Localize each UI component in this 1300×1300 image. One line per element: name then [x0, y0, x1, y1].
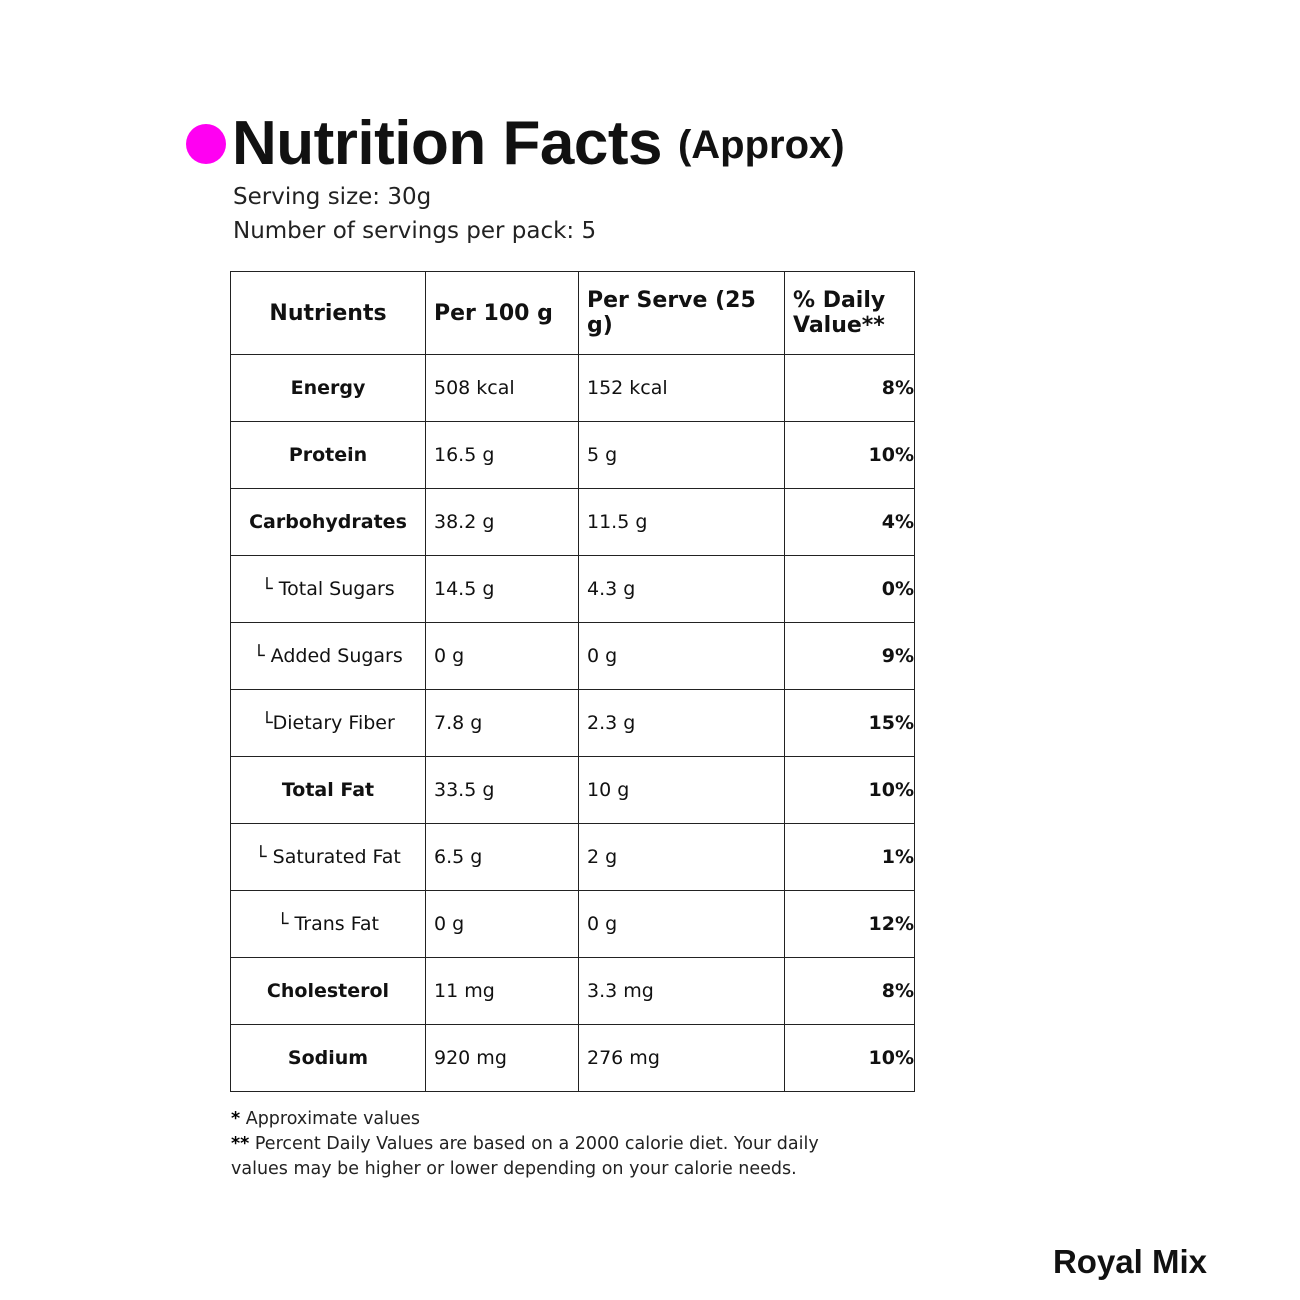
table-row: Cholesterol 11 mg 3.3 mg 8%	[230, 957, 915, 1025]
nutrient-name: Protein	[230, 421, 426, 489]
table-row: Energy 508 kcal 152 kcal 8%	[230, 354, 915, 422]
nutrient-name: └Dietary Fiber	[230, 689, 426, 757]
footnote-approx: * Approximate values	[231, 1109, 420, 1129]
table-header-row: Nutrients Per 100 g Per Serve (25 g) % D…	[230, 271, 915, 355]
header-per-100g: Per 100 g	[425, 271, 579, 355]
daily-value: 8%	[784, 354, 915, 422]
per-serve-value: 0 g	[578, 890, 785, 958]
per-serve-value: 0 g	[578, 622, 785, 690]
per-100g-value: 33.5 g	[425, 756, 579, 824]
accent-dot-icon	[186, 123, 226, 164]
nutrient-name: Sodium	[230, 1024, 426, 1092]
daily-value: 9%	[784, 622, 915, 690]
per-100g-value: 38.2 g	[425, 488, 579, 556]
brand-name: Royal Mix	[1052, 1243, 1207, 1280]
daily-value: 12%	[784, 890, 915, 958]
daily-value: 10%	[784, 1024, 915, 1092]
header-per-serve: Per Serve (25 g)	[578, 271, 785, 355]
serving-info: Serving size: 30g Number of servings per…	[233, 180, 596, 248]
nutrient-name: └ Trans Fat	[230, 890, 426, 958]
table-row: Sodium 920 mg 276 mg 10%	[230, 1024, 915, 1092]
per-serve-value: 2 g	[578, 823, 785, 891]
per-serve-value: 10 g	[578, 756, 785, 824]
nutrition-table: Nutrients Per 100 g Per Serve (25 g) % D…	[230, 271, 915, 1092]
header-daily-value: % Daily Value**	[784, 271, 915, 355]
per-serve-value: 3.3 mg	[578, 957, 785, 1025]
nutrient-name: Total Fat	[230, 756, 426, 824]
nutrient-name: └ Saturated Fat	[230, 823, 426, 891]
per-serve-value: 2.3 g	[578, 689, 785, 757]
daily-value: 10%	[784, 421, 915, 489]
nutrient-name: Cholesterol	[230, 957, 426, 1025]
daily-value: 8%	[784, 957, 915, 1025]
nutrient-name: Carbohydrates	[230, 488, 426, 556]
per-serve-value: 5 g	[578, 421, 785, 489]
footnote-daily-value: ** Percent Daily Values are based on a 2…	[231, 1134, 819, 1179]
daily-value: 1%	[784, 823, 915, 891]
table-row: └ Total Sugars 14.5 g 4.3 g 0%	[230, 555, 915, 623]
table-row: └Dietary Fiber 7.8 g 2.3 g 15%	[230, 689, 915, 757]
per-100g-value: 508 kcal	[425, 354, 579, 422]
daily-value: 4%	[784, 488, 915, 556]
table-row: Total Fat 33.5 g 10 g 10%	[230, 756, 915, 824]
footnotes: * Approximate values ** Percent Daily Va…	[231, 1107, 871, 1182]
nutrient-name: Energy	[230, 354, 426, 422]
table-row: Carbohydrates 38.2 g 11.5 g 4%	[230, 488, 915, 556]
nutrient-name: └ Added Sugars	[230, 622, 426, 690]
per-100g-value: 0 g	[425, 622, 579, 690]
per-serve-value: 276 mg	[578, 1024, 785, 1092]
per-100g-value: 16.5 g	[425, 421, 579, 489]
per-serve-value: 4.3 g	[578, 555, 785, 623]
servings-per-pack: Number of servings per pack: 5	[233, 218, 597, 244]
nutrient-name: └ Total Sugars	[230, 555, 426, 623]
daily-value: 10%	[784, 756, 915, 824]
per-100g-value: 14.5 g	[425, 555, 579, 623]
per-serve-value: 11.5 g	[578, 488, 785, 556]
per-100g-value: 11 mg	[425, 957, 579, 1025]
header-nutrients: Nutrients	[230, 271, 426, 355]
per-100g-value: 6.5 g	[425, 823, 579, 891]
page-title: Nutrition Facts	[232, 109, 662, 178]
daily-value: 0%	[784, 555, 915, 623]
per-100g-value: 920 mg	[425, 1024, 579, 1092]
per-100g-value: 0 g	[425, 890, 579, 958]
page-subtitle: (Approx)	[677, 123, 845, 167]
per-serve-value: 152 kcal	[578, 354, 785, 422]
serving-size: Serving size: 30g	[233, 184, 432, 210]
per-100g-value: 7.8 g	[425, 689, 579, 757]
title-block: Nutrition Facts (Approx)	[186, 108, 845, 179]
daily-value: 15%	[784, 689, 915, 757]
